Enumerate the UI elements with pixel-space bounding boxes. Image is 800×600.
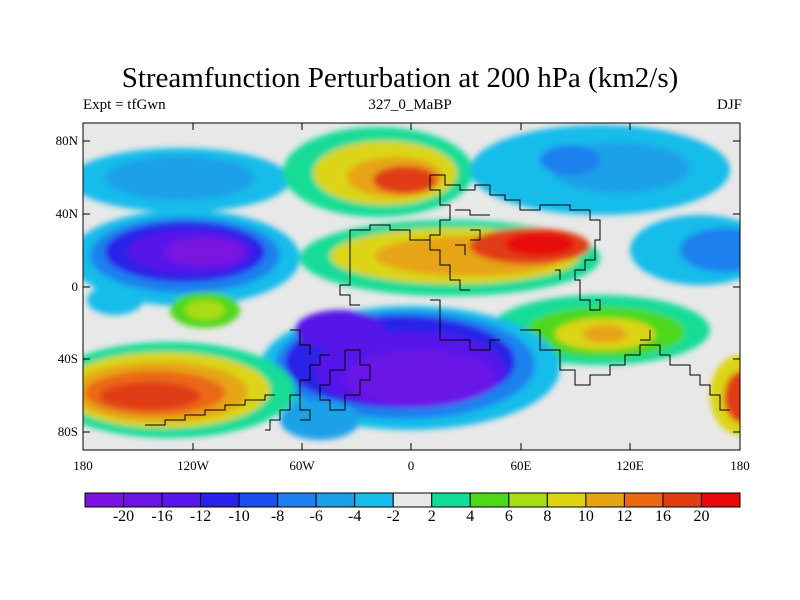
- colorbar-label: 8: [543, 508, 552, 525]
- colorbar-box: [315, 492, 356, 508]
- streamfunction-field: [83, 123, 740, 450]
- colorbar-box: [84, 492, 125, 508]
- colorbar-box: [585, 492, 625, 508]
- colorbar-label: -12: [189, 508, 212, 525]
- case-label: 327_0_MaBP: [368, 97, 452, 113]
- colorbar-box: [700, 492, 741, 508]
- colorbar-label: 12: [616, 508, 633, 525]
- colorbar-box: [469, 492, 510, 508]
- colorbar-box: [392, 492, 433, 508]
- lat-label-40n: 40N: [55, 206, 78, 221]
- colorbar-label: 10: [577, 508, 594, 525]
- lat-ticks: [83, 140, 740, 433]
- colorbar-box: [277, 492, 317, 508]
- colorbar-label: -8: [270, 508, 285, 525]
- colorbar-label: 20: [693, 508, 710, 525]
- lon-label-120e: 120E: [616, 458, 644, 473]
- lat-label-80n: 80N: [55, 133, 78, 148]
- lon-label-0: 0: [407, 458, 415, 473]
- colorbar-label: -20: [112, 508, 135, 525]
- colorbar-box: [623, 492, 664, 508]
- lon-label-180-right: 180: [730, 458, 750, 473]
- colorbar-label: 16: [654, 508, 671, 525]
- continent-outlines: [145, 174, 730, 431]
- colorbar-label: 2: [427, 508, 436, 525]
- colorbar-box: [123, 492, 163, 508]
- colorbar-box: [508, 492, 548, 508]
- colorbar-label: -4: [348, 508, 362, 525]
- lat-label-0: 0: [71, 279, 79, 294]
- colorbar-box: [662, 492, 702, 508]
- lat-label-40s: 40S: [57, 351, 78, 366]
- colorbar-box: [200, 492, 240, 508]
- colorbar-box: [354, 492, 394, 508]
- season-label: DJF: [716, 97, 742, 113]
- lon-label-120w: 120W: [177, 458, 209, 473]
- plot-title: Streamfunction Perturbation at 200 hPa (…: [121, 62, 679, 94]
- colorbar-label: -16: [151, 508, 173, 525]
- colorbar-label: -10: [228, 508, 250, 525]
- colorbar: [84, 492, 741, 508]
- lon-label-60w: 60W: [289, 458, 315, 473]
- colorbar-label: -2: [386, 508, 400, 525]
- colorbar-label: -6: [309, 508, 323, 525]
- colorbar-label: 6: [504, 508, 513, 525]
- colorbar-box: [161, 492, 202, 508]
- colorbar-box: [546, 492, 587, 508]
- lon-label-180-left: 180: [73, 458, 93, 473]
- colorbar-box: [431, 492, 471, 508]
- experiment-label: Expt = tfGwn: [83, 97, 166, 113]
- lon-ticks: [82, 123, 741, 450]
- colorbar-box: [238, 492, 279, 508]
- lon-label-60e: 60E: [510, 458, 532, 473]
- colorbar-label: 4: [466, 508, 475, 525]
- lat-label-80s: 80S: [57, 424, 78, 439]
